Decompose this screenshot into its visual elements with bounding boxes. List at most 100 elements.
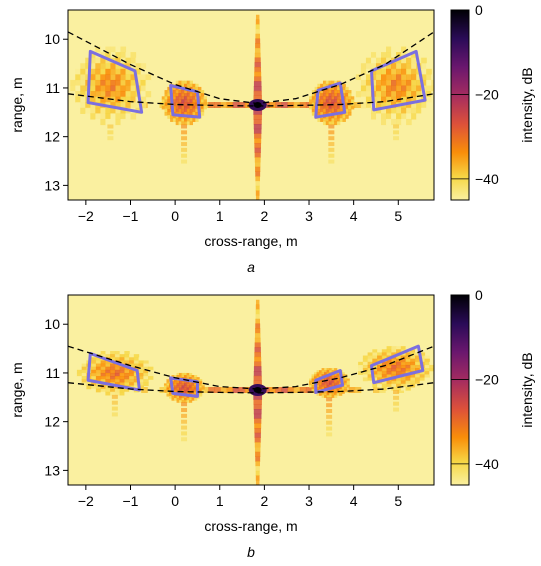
tail-cell: [181, 124, 188, 129]
y-tick-label: 12: [44, 414, 60, 430]
speckle-cell: [125, 102, 132, 109]
speckle-cell: [322, 111, 327, 116]
speckle-cell: [191, 398, 195, 401]
tail-cell: [393, 401, 400, 406]
speckle-cell: [186, 111, 191, 116]
speckle-cell: [110, 91, 117, 98]
speckle-cell: [135, 63, 142, 70]
speckle-cell: [416, 85, 422, 92]
speckle-cell: [125, 52, 132, 59]
speckle-cell: [85, 57, 91, 64]
speckle-cell: [105, 63, 112, 70]
speckle-cell: [321, 368, 325, 371]
speckle-cell: [145, 91, 152, 98]
speckle-cell: [325, 105, 330, 110]
speckle-cell: [181, 96, 185, 101]
speckle-cell: [192, 96, 196, 101]
speckle-cell: [345, 93, 349, 97]
speckle-cell: [194, 375, 198, 378]
speckle-cell: [85, 102, 91, 109]
speckle-cell: [431, 85, 434, 92]
speckle-cell: [95, 68, 101, 75]
speckle-cell: [336, 86, 341, 91]
speckle-cell: [114, 351, 121, 355]
speckle-cell: [339, 99, 344, 104]
speckle-cell: [334, 105, 338, 110]
speckle-cell: [105, 369, 111, 374]
speckle-cell: [405, 364, 411, 369]
y-tick-label: 10: [44, 31, 60, 47]
speckle-cell: [410, 349, 416, 354]
speckle-cell: [396, 91, 402, 98]
tail-cell: [328, 153, 335, 158]
speckle-cell: [322, 102, 327, 107]
speckle-cell: [325, 121, 330, 126]
speckle-cell: [320, 108, 324, 113]
speckle-cell: [140, 68, 147, 75]
speckle-cell: [189, 96, 194, 101]
speckle-cell: [391, 386, 397, 391]
speckle-cell: [326, 376, 330, 380]
speckle-cell: [411, 102, 417, 109]
speckle-cell: [326, 378, 330, 382]
y-tick-label: 11: [45, 365, 60, 381]
speckle-cell: [120, 107, 127, 114]
speckle-cell: [396, 107, 402, 114]
sidelobe-horizontal-cell: [244, 387, 252, 393]
sidelobe-streak-cell: [254, 342, 261, 348]
colorbar-gradient-a: [450, 9, 470, 201]
speckle-cell: [184, 105, 188, 110]
speckle-cell: [365, 96, 372, 103]
speckle-cell: [115, 107, 122, 114]
sidelobe-horizontal-cell: [202, 387, 209, 393]
sidelobe-streak-cell: [255, 309, 260, 315]
speckle-cell: [416, 113, 422, 120]
speckle-cell: [336, 90, 341, 94]
speckle-cell: [174, 387, 178, 391]
speckle-cell: [358, 364, 364, 369]
speckle-cell: [186, 118, 191, 122]
speckle-cell: [164, 90, 168, 94]
speckle-cell: [316, 386, 320, 390]
speckle-cell: [119, 354, 125, 358]
speckle-cell: [375, 74, 382, 81]
speckle-cell: [311, 382, 315, 386]
speckle-cell: [396, 85, 402, 92]
sidelobe-horizontal-cell: [269, 387, 276, 393]
speckle-cell: [163, 387, 168, 391]
speckle-cell: [355, 85, 362, 92]
speckle-cell: [133, 360, 140, 365]
speckle-cell: [195, 111, 199, 116]
speckle-cell: [184, 102, 188, 107]
speckle-cell: [184, 90, 188, 94]
speckle-cell: [334, 99, 338, 104]
sidelobe-streak-cell: [254, 48, 261, 54]
colorbar-ticks-a: 0 −20 −40: [451, 2, 499, 187]
speckle-cell: [331, 90, 335, 94]
speckle-cell: [143, 382, 149, 387]
speckle-cell: [178, 105, 182, 110]
speckle-cell: [110, 113, 117, 120]
speckle-cell: [370, 113, 377, 120]
speckle-cell: [336, 388, 340, 392]
speckle-cell: [130, 79, 137, 87]
speckle-cell: [424, 368, 430, 372]
speckle-cell: [331, 370, 335, 373]
speckle-cell: [181, 389, 185, 393]
speckle-cell: [365, 63, 372, 70]
speckle-cell: [331, 80, 335, 85]
speckle-cell: [401, 57, 407, 64]
speckle-cell: [322, 121, 327, 126]
x-tick-label: 0: [171, 208, 179, 224]
speckle-cell: [334, 374, 338, 378]
speckle-cell: [174, 395, 178, 399]
speckle-cell: [189, 375, 193, 378]
speckle-cell: [334, 108, 338, 113]
speckle-cell: [400, 386, 407, 391]
speckle-cell: [321, 395, 325, 398]
speckle-cell: [85, 52, 91, 59]
speckle-cell: [90, 79, 96, 87]
speckle-cell: [350, 99, 355, 104]
speckle-cell: [336, 382, 340, 386]
speckle-cell: [391, 368, 397, 372]
